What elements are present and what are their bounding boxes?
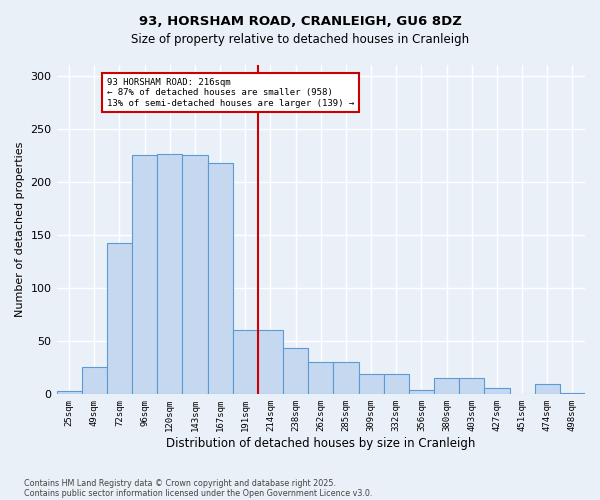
Bar xyxy=(484,388,509,394)
Y-axis label: Number of detached properties: Number of detached properties xyxy=(15,142,25,318)
Bar xyxy=(258,330,283,394)
Text: Size of property relative to detached houses in Cranleigh: Size of property relative to detached ho… xyxy=(131,32,469,46)
Bar xyxy=(359,374,383,394)
Bar xyxy=(132,156,157,394)
Bar xyxy=(409,390,434,394)
Bar xyxy=(383,374,409,394)
Text: Contains HM Land Registry data © Crown copyright and database right 2025.: Contains HM Land Registry data © Crown c… xyxy=(24,478,336,488)
Bar xyxy=(334,362,359,394)
Bar xyxy=(208,162,233,394)
Bar xyxy=(157,154,182,394)
Bar xyxy=(459,378,484,394)
Bar xyxy=(182,156,208,394)
Bar xyxy=(434,378,459,394)
Bar xyxy=(82,366,107,394)
Text: 93 HORSHAM ROAD: 216sqm
← 87% of detached houses are smaller (958)
13% of semi-d: 93 HORSHAM ROAD: 216sqm ← 87% of detache… xyxy=(107,78,354,108)
X-axis label: Distribution of detached houses by size in Cranleigh: Distribution of detached houses by size … xyxy=(166,437,475,450)
Bar xyxy=(308,362,334,394)
Text: Contains public sector information licensed under the Open Government Licence v3: Contains public sector information licen… xyxy=(24,488,373,498)
Text: 93, HORSHAM ROAD, CRANLEIGH, GU6 8DZ: 93, HORSHAM ROAD, CRANLEIGH, GU6 8DZ xyxy=(139,15,461,28)
Bar xyxy=(107,244,132,394)
Bar xyxy=(233,330,258,394)
Bar xyxy=(283,348,308,395)
Bar xyxy=(535,384,560,394)
Bar xyxy=(56,391,82,394)
